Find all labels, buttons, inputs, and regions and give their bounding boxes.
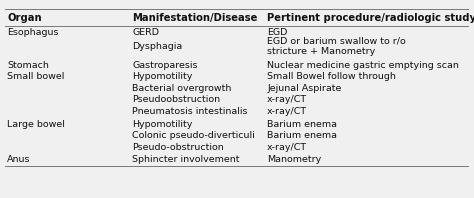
Text: Organ: Organ — [7, 12, 42, 23]
Text: Pseudo-obstruction: Pseudo-obstruction — [132, 143, 224, 152]
Text: Hypomotility: Hypomotility — [132, 72, 193, 81]
Text: x-ray/CT: x-ray/CT — [267, 143, 307, 152]
Text: Small bowel: Small bowel — [7, 72, 64, 81]
Text: Nuclear medicine gastric emptying scan: Nuclear medicine gastric emptying scan — [267, 61, 459, 69]
Text: Esophagus: Esophagus — [7, 28, 59, 37]
Text: Manometry: Manometry — [267, 155, 321, 164]
Text: Colonic pseudo-diverticuli: Colonic pseudo-diverticuli — [132, 131, 255, 140]
Text: GERD: GERD — [132, 28, 159, 37]
Text: Pneumatosis intestinalis: Pneumatosis intestinalis — [132, 107, 248, 116]
Text: Manifestation/Disease: Manifestation/Disease — [132, 12, 258, 23]
Text: x-ray/CT: x-ray/CT — [267, 95, 307, 105]
Text: Hypomotility: Hypomotility — [132, 120, 193, 129]
Text: Stomach: Stomach — [7, 61, 49, 69]
Text: Bacterial overgrowth: Bacterial overgrowth — [132, 84, 232, 93]
Text: Gastroparesis: Gastroparesis — [132, 61, 198, 69]
Text: Dysphagia: Dysphagia — [132, 42, 183, 51]
Text: Barium enema: Barium enema — [267, 131, 337, 140]
Text: Pertinent procedure/radiologic study: Pertinent procedure/radiologic study — [267, 12, 474, 23]
Text: Barium enema: Barium enema — [267, 120, 337, 129]
Text: Anus: Anus — [7, 155, 30, 164]
Text: Sphincter involvement: Sphincter involvement — [132, 155, 240, 164]
Text: Small Bowel follow through: Small Bowel follow through — [267, 72, 396, 81]
Text: Pseudoobstruction: Pseudoobstruction — [132, 95, 220, 105]
Text: Large bowel: Large bowel — [7, 120, 65, 129]
Text: EGD: EGD — [267, 28, 288, 37]
Text: Jejunal Aspirate: Jejunal Aspirate — [267, 84, 342, 93]
Text: EGD or barium swallow to r/o
stricture + Manometry: EGD or barium swallow to r/o stricture +… — [267, 37, 406, 56]
Text: x-ray/CT: x-ray/CT — [267, 107, 307, 116]
